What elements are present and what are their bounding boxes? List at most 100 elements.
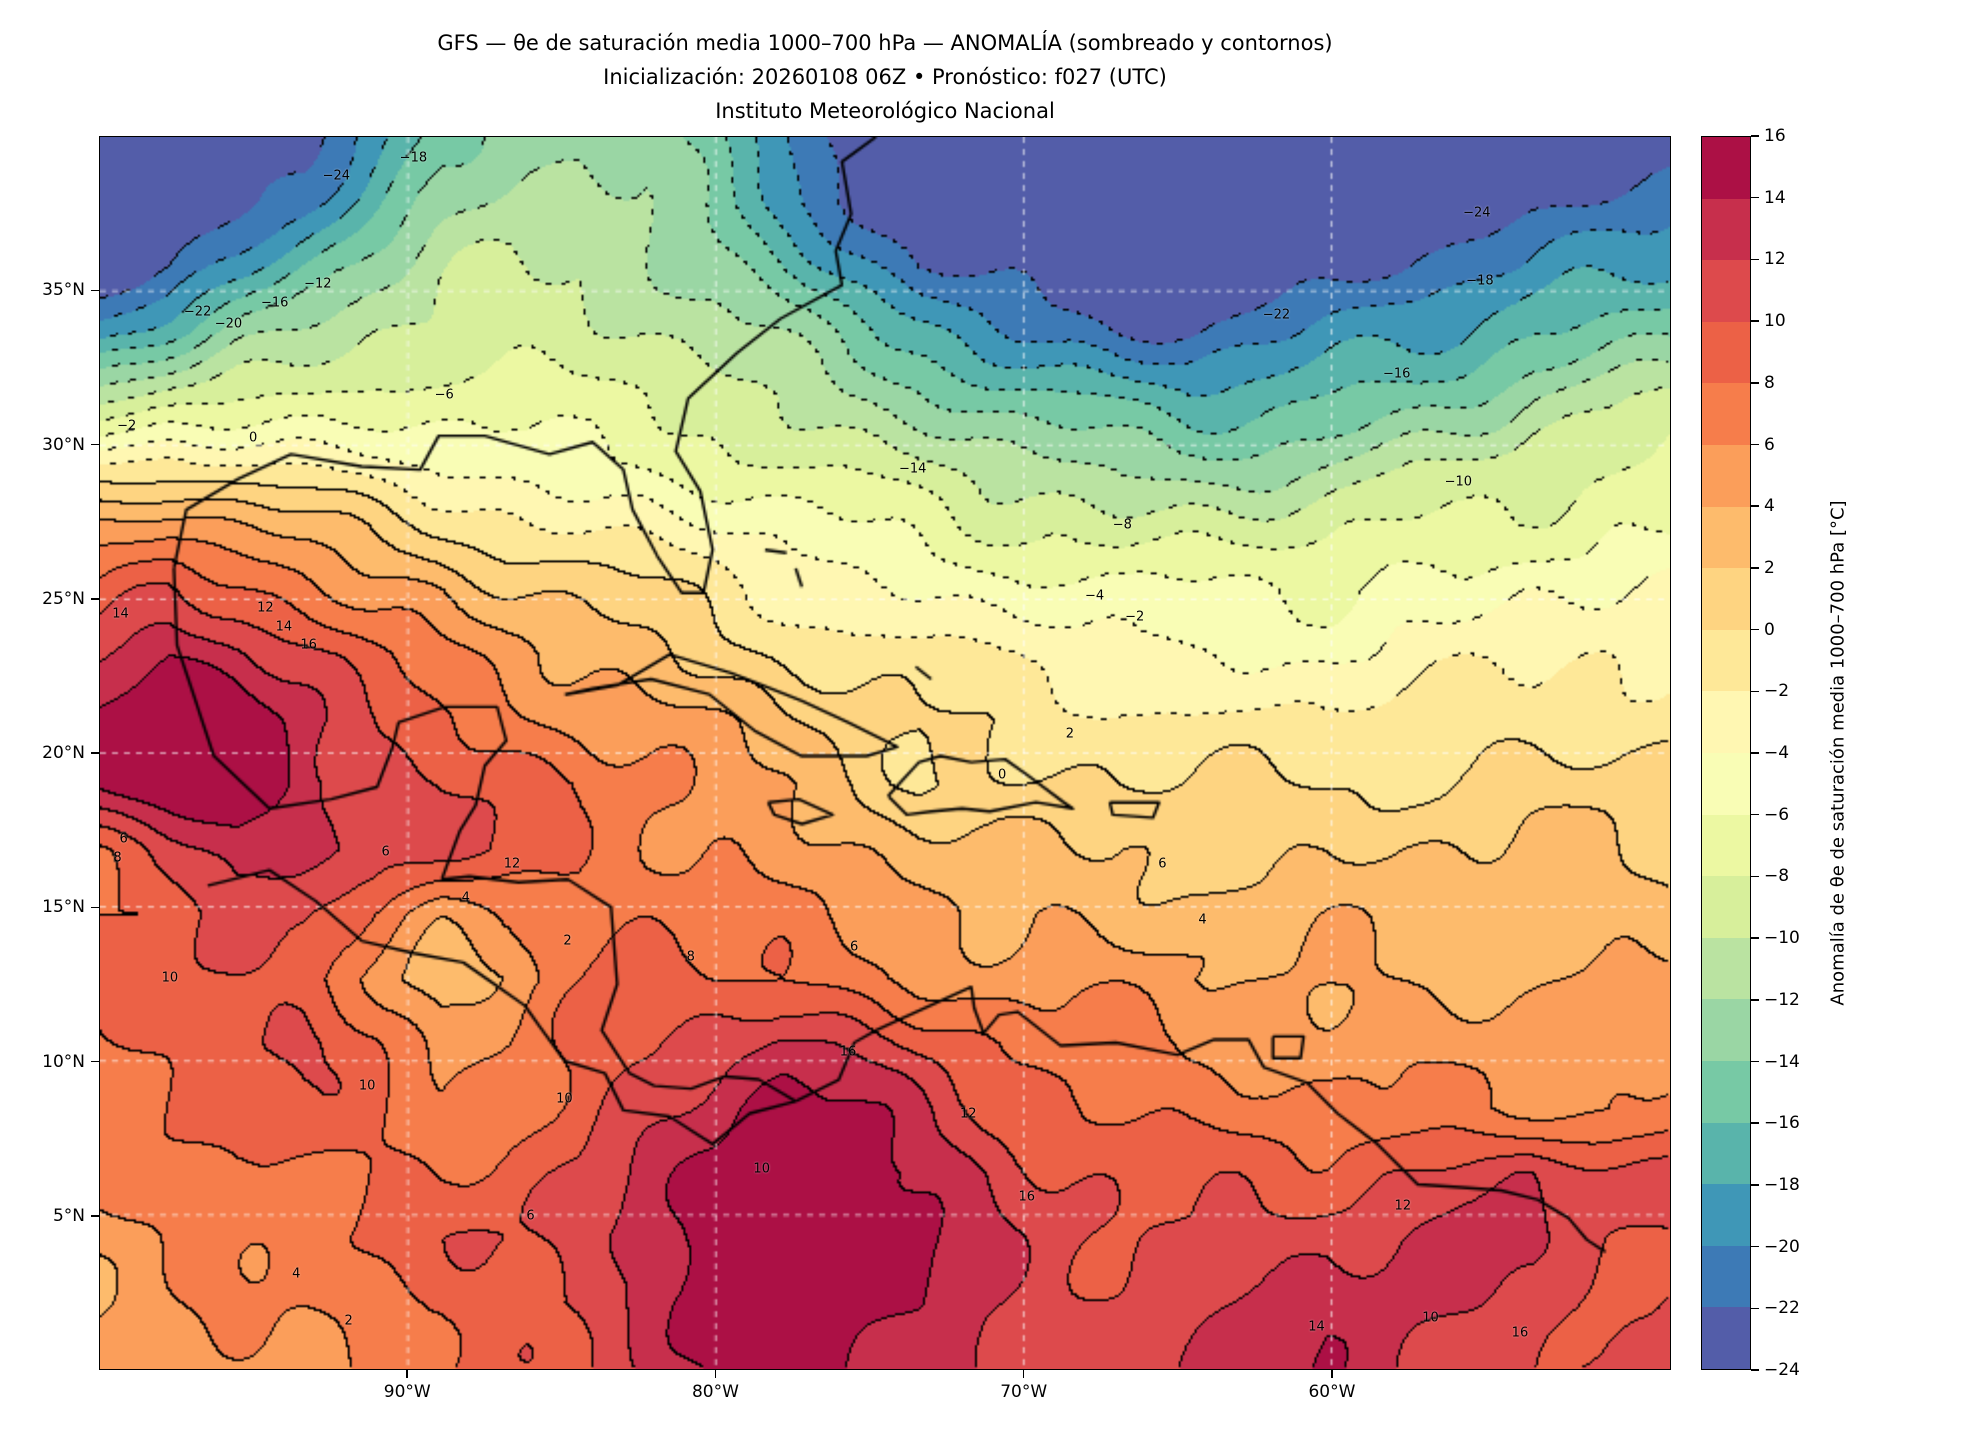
- contour-label: 8: [113, 850, 122, 866]
- colorbar-tick-label: −12: [1764, 989, 1800, 1010]
- colorbar-tick-label: 14: [1764, 187, 1786, 208]
- contour-label: −12: [304, 276, 332, 292]
- colorbar-segment: [1702, 1060, 1750, 1123]
- contour-label: −4: [1085, 588, 1105, 604]
- contour-label: 10: [753, 1161, 770, 1177]
- contour-label: 0: [248, 430, 258, 446]
- chart-title: GFS — θe de saturación media 1000–700 hP…: [437, 31, 1333, 55]
- contour-label: 4: [292, 1266, 301, 1282]
- colorbar-tick-label: −4: [1764, 743, 1790, 763]
- contour-label: −18: [399, 150, 428, 166]
- colorbar-segment: [1702, 1184, 1750, 1246]
- colorbar-tick-mark: [1751, 196, 1759, 199]
- contour-label: 12: [1394, 1198, 1412, 1214]
- contour-label: 10: [358, 1078, 376, 1094]
- contour-label: −16: [260, 295, 289, 311]
- y-tick-mark: [91, 443, 99, 446]
- x-tick-mark: [1022, 1370, 1025, 1378]
- colorbar-tick-mark: [1751, 1184, 1759, 1186]
- colorbar-tick-label: 12: [1764, 249, 1786, 270]
- contour-label: −18: [1466, 273, 1494, 289]
- contour-label: −16: [1382, 366, 1411, 382]
- y-tick-mark: [91, 1060, 99, 1063]
- contour-label: 2: [344, 1313, 353, 1329]
- contour-label: 14: [275, 619, 293, 634]
- colorbar-tick-mark: [1751, 752, 1759, 754]
- contour-label: 6: [1158, 856, 1167, 872]
- contour-label: −2: [1125, 609, 1145, 625]
- colorbar-tick-mark: [1751, 567, 1759, 569]
- contour-label: 14: [112, 606, 129, 622]
- x-tick-mark: [1331, 1370, 1333, 1378]
- contour-label: 10: [161, 970, 179, 986]
- contour-label: 6: [850, 939, 859, 955]
- colorbar-tick-label: 0: [1764, 619, 1775, 640]
- contour-label: −10: [1444, 474, 1473, 490]
- colorbar-tick-label: 6: [1764, 434, 1775, 455]
- contour-label: 6: [526, 1208, 535, 1224]
- colorbar-tick-label: 8: [1764, 372, 1775, 393]
- colorbar-tick-mark: [1751, 258, 1759, 261]
- colorbar-tick-label: −2: [1764, 681, 1790, 702]
- contour-label: −14: [899, 461, 927, 477]
- contour-label: −22: [1262, 307, 1291, 323]
- colorbar-tick-mark: [1751, 690, 1759, 693]
- contour-label: 12: [959, 1106, 977, 1122]
- y-tick-label: 5°N: [52, 1205, 85, 1226]
- colorbar-tick-label: −22: [1764, 1298, 1800, 1319]
- contour-label: −2: [117, 418, 137, 434]
- contour-label: 2: [563, 933, 572, 949]
- contour-label: 10: [556, 1091, 573, 1107]
- colorbar-segment: [1702, 383, 1750, 445]
- contour-label: −24: [1463, 205, 1491, 221]
- colorbar-tick-mark: [1751, 937, 1759, 939]
- x-tick-label: 70°W: [1000, 1382, 1048, 1402]
- x-tick-label: 60°W: [1308, 1382, 1356, 1402]
- contour-label: 12: [257, 600, 274, 616]
- contour-label: 4: [461, 890, 470, 906]
- colorbar-tick-mark: [1751, 1369, 1759, 1371]
- colorbar-tick-label: −14: [1764, 1051, 1800, 1072]
- y-tick-label: 30°N: [42, 434, 85, 455]
- colorbar-tick-label: −10: [1764, 928, 1800, 949]
- y-tick-label: 25°N: [42, 588, 85, 609]
- colorbar-tick-mark: [1751, 320, 1759, 322]
- y-tick-mark: [91, 289, 99, 291]
- y-tick-label: 15°N: [42, 897, 85, 918]
- colorbar-segment: [1702, 1122, 1750, 1185]
- colorbar-axis-label: Anomalía de θe de saturación media 1000–…: [1827, 500, 1849, 1006]
- colorbar-tick-mark: [1751, 135, 1759, 137]
- contour-label: 16: [300, 637, 317, 653]
- colorbar-segment: [1702, 937, 1750, 1000]
- contour-label: −6: [434, 387, 454, 403]
- colorbar: [1701, 136, 1751, 1370]
- y-tick-mark: [91, 906, 99, 908]
- y-tick-label: 10°N: [42, 1051, 85, 1072]
- colorbar-tick-mark: [1751, 382, 1759, 384]
- contour-label: −22: [183, 304, 212, 320]
- x-tick-label: 90°W: [383, 1382, 431, 1402]
- colorbar-tick-mark: [1751, 1307, 1759, 1310]
- contour-label: 0: [997, 767, 1007, 783]
- chart-institution: Instituto Meteorológico Nacional: [715, 99, 1055, 123]
- colorbar-tick-label: −20: [1764, 1236, 1800, 1257]
- colorbar-segment: [1702, 691, 1750, 753]
- colorbar-tick-mark: [1751, 1122, 1759, 1124]
- contour-label: 4: [1198, 912, 1207, 928]
- contour-label: 16: [1018, 1189, 1036, 1205]
- y-tick-label: 20°N: [42, 743, 85, 763]
- colorbar-tick-mark: [1751, 999, 1759, 1001]
- colorbar-segment: [1702, 568, 1750, 630]
- colorbar-tick-label: 10: [1764, 311, 1786, 332]
- colorbar-tick-mark: [1751, 875, 1759, 878]
- contour-label: 8: [686, 949, 695, 965]
- y-tick-label: 35°N: [42, 280, 85, 301]
- contour-label: 14: [1308, 1319, 1325, 1335]
- map-canvas: [100, 137, 1670, 1369]
- colorbar-segment: [1702, 260, 1750, 322]
- colorbar-segment: [1702, 198, 1750, 261]
- contour-label: −20: [214, 316, 243, 332]
- y-tick-mark: [91, 752, 99, 754]
- x-tick-label: 80°W: [691, 1382, 739, 1402]
